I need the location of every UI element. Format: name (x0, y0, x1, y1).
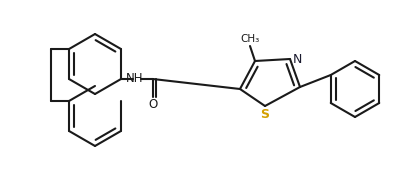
Text: CH₃: CH₃ (240, 34, 259, 44)
Text: NH: NH (126, 72, 144, 84)
Text: N: N (292, 52, 301, 66)
Text: O: O (148, 98, 157, 110)
Text: S: S (260, 108, 269, 120)
